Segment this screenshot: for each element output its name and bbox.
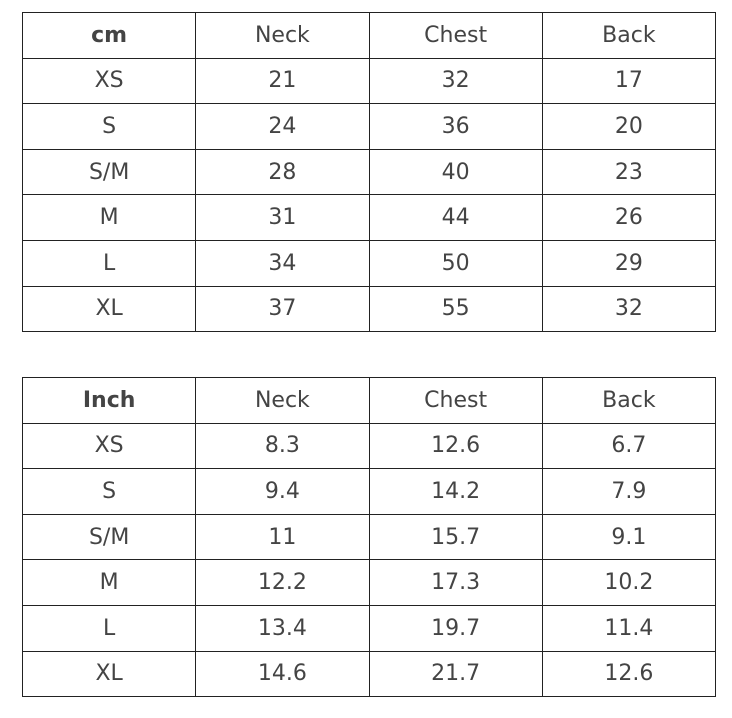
size-label: L bbox=[21, 604, 197, 652]
column-header: Back bbox=[541, 12, 717, 59]
measurement-cell: 19.7 bbox=[368, 604, 543, 652]
measurement-cell: 17 bbox=[541, 57, 717, 105]
measurement-cell: 32 bbox=[541, 285, 717, 333]
measurement-cell: 11 bbox=[195, 513, 370, 561]
size-label: S bbox=[21, 103, 197, 150]
measurement-cell: 40 bbox=[368, 148, 543, 196]
measurement-cell: 50 bbox=[368, 239, 543, 287]
size-table-cm: cm Neck Chest Back XS 21 32 17 S 24 36 20 S/M 28 40 23 M… bbox=[21, 12, 717, 333]
table-row: S 24 36 20 bbox=[21, 103, 717, 150]
measurement-cell: 12.6 bbox=[541, 650, 717, 698]
measurement-cell: 37 bbox=[195, 285, 370, 333]
column-header: Back bbox=[541, 377, 717, 424]
measurement-cell: 15.7 bbox=[368, 513, 543, 561]
unit-header: cm bbox=[21, 12, 197, 59]
size-label: S/M bbox=[21, 513, 197, 561]
measurement-cell: 29 bbox=[541, 239, 717, 287]
table-row: S/M 11 15.7 9.1 bbox=[21, 513, 717, 561]
measurement-cell: 6.7 bbox=[541, 422, 717, 470]
measurement-cell: 14.6 bbox=[195, 650, 370, 698]
table-row: S 9.4 14.2 7.9 bbox=[21, 468, 717, 515]
measurement-cell: 21 bbox=[195, 57, 370, 105]
unit-header: Inch bbox=[21, 377, 197, 424]
table-row: L 34 50 29 bbox=[21, 239, 717, 287]
size-label: S/M bbox=[21, 148, 197, 196]
measurement-cell: 20 bbox=[541, 103, 717, 150]
measurement-cell: 44 bbox=[368, 194, 543, 241]
measurement-cell: 7.9 bbox=[541, 468, 717, 515]
header-row: Inch Neck Chest Back bbox=[21, 377, 717, 424]
measurement-cell: 13.4 bbox=[195, 604, 370, 652]
measurement-cell: 10.2 bbox=[541, 559, 717, 606]
column-header: Chest bbox=[368, 377, 543, 424]
measurement-cell: 17.3 bbox=[368, 559, 543, 606]
size-table-inch: Inch Neck Chest Back XS 8.3 12.6 6.7 S 9.4 14.2 7.9… bbox=[21, 377, 717, 698]
table-row: XL 37 55 32 bbox=[21, 285, 717, 333]
measurement-cell: 32 bbox=[368, 57, 543, 105]
measurement-cell: 12.2 bbox=[195, 559, 370, 606]
size-label: S bbox=[21, 468, 197, 515]
measurement-cell: 8.3 bbox=[195, 422, 370, 470]
table-row: XL 14.6 21.7 12.6 bbox=[21, 650, 717, 698]
table-row: XS 21 32 17 bbox=[21, 57, 717, 105]
table-row: M 31 44 26 bbox=[21, 194, 717, 241]
measurement-cell: 23 bbox=[541, 148, 717, 196]
measurement-cell: 31 bbox=[195, 194, 370, 241]
measurement-cell: 26 bbox=[541, 194, 717, 241]
measurement-cell: 12.6 bbox=[368, 422, 543, 470]
measurement-cell: 36 bbox=[368, 103, 543, 150]
column-header: Neck bbox=[195, 377, 370, 424]
size-label: XL bbox=[21, 285, 197, 333]
size-label: M bbox=[21, 559, 197, 606]
table-row: XS 8.3 12.6 6.7 bbox=[21, 422, 717, 470]
column-header: Neck bbox=[195, 12, 370, 59]
measurement-cell: 21.7 bbox=[368, 650, 543, 698]
measurement-cell: 34 bbox=[195, 239, 370, 287]
table-row: S/M 28 40 23 bbox=[21, 148, 717, 196]
measurement-cell: 55 bbox=[368, 285, 543, 333]
size-label: XL bbox=[21, 650, 197, 698]
measurement-cell: 9.4 bbox=[195, 468, 370, 515]
table-row: L 13.4 19.7 11.4 bbox=[21, 604, 717, 652]
measurement-cell: 9.1 bbox=[541, 513, 717, 561]
column-header: Chest bbox=[368, 12, 543, 59]
measurement-cell: 14.2 bbox=[368, 468, 543, 515]
size-label: L bbox=[21, 239, 197, 287]
size-label: M bbox=[21, 194, 197, 241]
table-row: M 12.2 17.3 10.2 bbox=[21, 559, 717, 606]
size-label: XS bbox=[21, 57, 197, 105]
measurement-cell: 24 bbox=[195, 103, 370, 150]
header-row: cm Neck Chest Back bbox=[21, 12, 717, 59]
measurement-cell: 11.4 bbox=[541, 604, 717, 652]
size-label: XS bbox=[21, 422, 197, 470]
measurement-cell: 28 bbox=[195, 148, 370, 196]
